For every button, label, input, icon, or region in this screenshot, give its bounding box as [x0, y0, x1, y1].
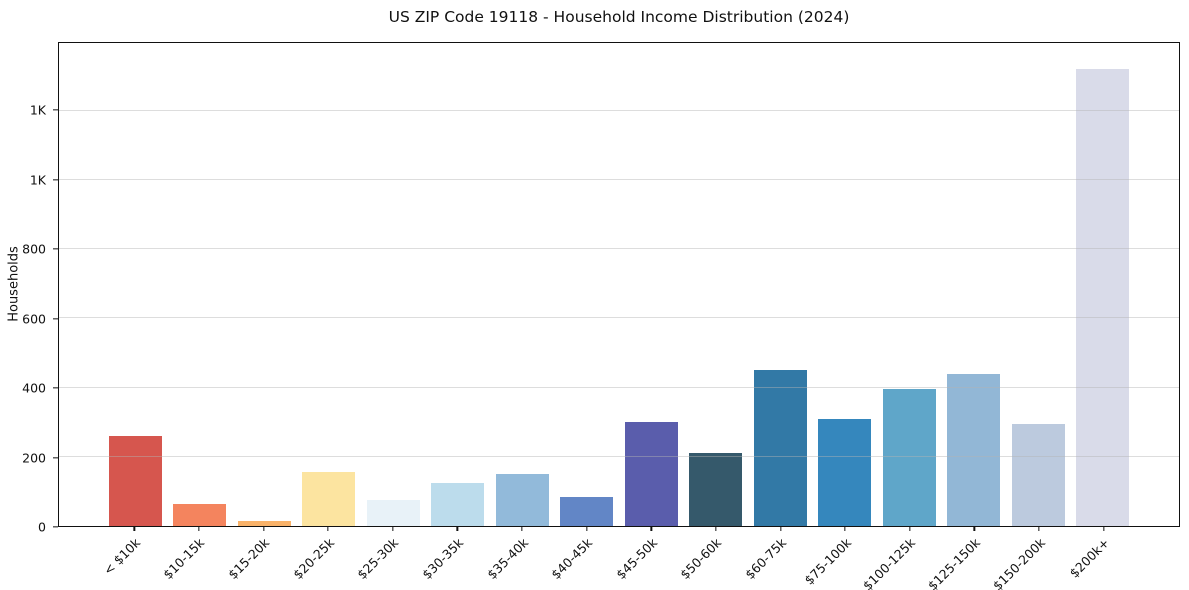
x-tick-mark	[650, 527, 652, 531]
chart-title: US ZIP Code 19118 - Household Income Dis…	[388, 8, 850, 26]
bar-slot	[103, 43, 168, 526]
x-tick-mark	[715, 527, 717, 531]
y-tick-label: 600	[22, 311, 46, 327]
bar-40-45k	[560, 496, 614, 526]
y-tick-label: 1K	[29, 172, 46, 188]
x-axis: < $10k $10-15k $15-20k $20-25k $25-30k $30-35…	[58, 527, 1180, 590]
x-tick-label: $40-45k	[548, 535, 596, 583]
x-tick-mark	[198, 527, 200, 531]
x-tick-slot: $125-150k	[925, 527, 1007, 590]
x-tick-mark	[973, 527, 976, 531]
bar-200k	[1076, 69, 1130, 526]
x-tick-label: $60-75k	[742, 535, 790, 583]
y-tick-mark	[53, 526, 58, 528]
x-tick-mark	[779, 527, 782, 531]
bar-slot	[619, 43, 684, 526]
bar-45-50k	[624, 422, 678, 526]
x-tick-mark	[521, 527, 523, 531]
x-tick-slot: $75-100k	[801, 527, 878, 590]
y-tick-label: 400	[22, 380, 46, 396]
x-tick-slot: $15-20k	[225, 527, 296, 590]
plot-area	[58, 42, 1180, 527]
bar-slot	[1071, 43, 1136, 526]
x-tick-label: $20-25k	[289, 535, 337, 583]
y-tick-label: 200	[22, 450, 46, 466]
y-tick-mark	[53, 317, 58, 320]
x-tick-label: $50-60k	[677, 535, 725, 583]
bar-slot	[232, 43, 297, 526]
bar-100-125k	[882, 389, 936, 526]
x-tick-mark	[262, 527, 265, 531]
y-axis: 0 200 400 600 800 1K 1K	[0, 42, 58, 535]
y-tick-label: 0	[38, 519, 46, 535]
bar-10k	[108, 436, 162, 526]
x-tick-mark	[909, 527, 911, 531]
x-tick-mark	[1103, 527, 1105, 531]
x-tick-label: $200k+	[1066, 535, 1113, 581]
y-tick-mark	[53, 248, 58, 250]
y-tick-mark	[53, 456, 58, 459]
bar-slot	[1006, 43, 1071, 526]
x-tick-mark	[392, 527, 394, 531]
y-tick-label: 800	[22, 241, 46, 257]
x-tick-slot: $30-35k	[419, 527, 490, 590]
y-tick-label: 1K	[29, 102, 46, 118]
x-tick-slot: $50-60k	[678, 527, 749, 590]
x-tick-slot: $35-40k	[484, 527, 555, 590]
x-tick-label: $45-50k	[612, 535, 660, 583]
bar-slot	[297, 43, 362, 526]
y-tick-mark	[53, 387, 58, 389]
bar-150-200k	[1011, 423, 1065, 526]
bar-slot	[748, 43, 813, 526]
x-tick-slot: $150-200k	[989, 527, 1072, 590]
bar-slot	[490, 43, 555, 526]
x-tick-slot: $25-30k	[354, 527, 426, 590]
bar-10-15k	[173, 503, 227, 526]
x-tick-mark	[1038, 527, 1040, 531]
x-tick-mark	[456, 527, 459, 531]
bar-slot	[426, 43, 491, 526]
bar-60-75k	[753, 370, 807, 526]
x-tick-label: $35-40k	[483, 535, 531, 583]
x-tick-slot: $60-75k	[742, 527, 813, 590]
y-tick-mark	[53, 178, 58, 181]
x-tick-label: $30-35k	[419, 535, 467, 583]
x-tick-mark	[133, 527, 135, 531]
bar-50-60k	[689, 453, 743, 526]
x-tick-label: $25-30k	[354, 535, 402, 583]
x-tick-slot: $20-25k	[290, 527, 361, 590]
x-tick-label: < $10k	[100, 535, 143, 578]
x-tick-slot: $40-45k	[548, 527, 619, 590]
x-tick-slot: < $10k	[100, 527, 167, 590]
x-tick-label: $15-20k	[225, 535, 273, 583]
bar-slot	[555, 43, 620, 526]
bar-slot	[168, 43, 233, 526]
x-tick-slot: $10-15k	[161, 527, 232, 590]
x-tick-slot: $45-50k	[613, 527, 684, 590]
x-tick-slot: $100-125k	[860, 527, 943, 590]
bar-slot	[942, 43, 1007, 526]
bar-25-30k	[366, 500, 420, 526]
x-tick-mark	[844, 527, 846, 531]
bar-slot	[813, 43, 878, 526]
bar-slot	[684, 43, 749, 526]
x-tick-label: $10-15k	[160, 535, 208, 583]
y-tick-mark	[53, 109, 58, 111]
bar-slot	[877, 43, 942, 526]
bar-35-40k	[495, 474, 549, 526]
x-tick-mark	[586, 527, 588, 531]
bar-slot	[361, 43, 426, 526]
bar-series	[59, 43, 1179, 526]
bar-30-35k	[431, 482, 485, 526]
bar-125-150k	[947, 373, 1001, 526]
bar-75-100k	[818, 418, 872, 526]
bar-15-20k	[237, 520, 291, 526]
x-tick-mark	[327, 527, 329, 531]
x-tick-slot: $200k+	[1067, 527, 1136, 590]
bar-20-25k	[302, 472, 356, 526]
